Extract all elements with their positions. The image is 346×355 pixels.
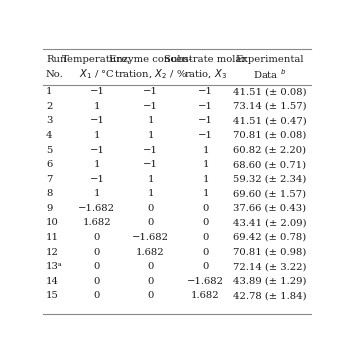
Text: 4: 4 — [46, 131, 53, 140]
Text: No.: No. — [46, 70, 64, 79]
Text: 73.14 (± 1.57): 73.14 (± 1.57) — [233, 102, 307, 111]
Text: −1: −1 — [143, 146, 158, 154]
Text: 69.42 (± 0.78): 69.42 (± 0.78) — [233, 233, 307, 242]
Text: 0: 0 — [147, 218, 154, 228]
Text: −1: −1 — [143, 87, 158, 96]
Text: 1: 1 — [94, 160, 100, 169]
Text: 37.66 (± 0.43): 37.66 (± 0.43) — [233, 204, 307, 213]
Text: 3: 3 — [46, 116, 52, 125]
Text: 42.78 (± 1.84): 42.78 (± 1.84) — [233, 291, 307, 300]
Text: −1: −1 — [90, 146, 104, 154]
Text: 72.14 (± 3.22): 72.14 (± 3.22) — [233, 262, 307, 271]
Text: 6: 6 — [46, 160, 52, 169]
Text: 1: 1 — [147, 189, 154, 198]
Text: 1.682: 1.682 — [83, 218, 111, 228]
Text: 5: 5 — [46, 146, 52, 154]
Text: −1: −1 — [90, 87, 104, 96]
Text: 1: 1 — [94, 102, 100, 111]
Text: 0: 0 — [94, 233, 100, 242]
Text: 9: 9 — [46, 204, 52, 213]
Text: 70.81 (± 0.98): 70.81 (± 0.98) — [233, 247, 307, 257]
Text: 1: 1 — [202, 160, 209, 169]
Text: 41.51 (± 0.08): 41.51 (± 0.08) — [233, 87, 307, 96]
Text: 69.60 (± 1.57): 69.60 (± 1.57) — [233, 189, 307, 198]
Text: Substrate molar: Substrate molar — [164, 55, 247, 64]
Text: 1: 1 — [94, 189, 100, 198]
Text: Run: Run — [46, 55, 66, 64]
Text: 0: 0 — [202, 262, 209, 271]
Text: 7: 7 — [46, 175, 52, 184]
Text: 0: 0 — [202, 218, 209, 228]
Text: 13ᵃ: 13ᵃ — [46, 262, 63, 271]
Text: 14: 14 — [46, 277, 59, 286]
Text: 0: 0 — [202, 233, 209, 242]
Text: −1.682: −1.682 — [79, 204, 115, 213]
Text: 0: 0 — [94, 277, 100, 286]
Text: 12: 12 — [46, 247, 59, 257]
Text: 1: 1 — [147, 131, 154, 140]
Text: −1: −1 — [143, 102, 158, 111]
Text: tration, $X_2$ / %: tration, $X_2$ / % — [114, 67, 187, 81]
Text: 43.41 (± 2.09): 43.41 (± 2.09) — [233, 218, 307, 228]
Text: 0: 0 — [94, 247, 100, 257]
Text: 43.89 (± 1.29): 43.89 (± 1.29) — [233, 277, 307, 286]
Text: 1: 1 — [202, 175, 209, 184]
Text: 0: 0 — [147, 204, 154, 213]
Text: 1: 1 — [147, 116, 154, 125]
Text: 11: 11 — [46, 233, 59, 242]
Text: 0: 0 — [147, 262, 154, 271]
Text: −1: −1 — [90, 175, 104, 184]
Text: 0: 0 — [147, 277, 154, 286]
Text: 60.82 (± 2.20): 60.82 (± 2.20) — [233, 146, 307, 154]
Text: 10: 10 — [46, 218, 59, 228]
Text: 41.51 (± 0.47): 41.51 (± 0.47) — [233, 116, 307, 125]
Text: −1.682: −1.682 — [187, 277, 224, 286]
Text: 2: 2 — [46, 102, 52, 111]
Text: −1: −1 — [90, 116, 104, 125]
Text: 1.682: 1.682 — [136, 247, 165, 257]
Text: 59.32 (± 2.34): 59.32 (± 2.34) — [233, 175, 307, 184]
Text: ratio, $X_3$: ratio, $X_3$ — [184, 67, 227, 81]
Text: Enzyme concen-: Enzyme concen- — [109, 55, 192, 64]
Text: 1: 1 — [202, 146, 209, 154]
Text: 15: 15 — [46, 291, 59, 300]
Text: 68.60 (± 0.71): 68.60 (± 0.71) — [233, 160, 307, 169]
Text: 1: 1 — [202, 189, 209, 198]
Text: 0: 0 — [94, 291, 100, 300]
Text: −1: −1 — [198, 87, 213, 96]
Text: 0: 0 — [202, 247, 209, 257]
Text: 1: 1 — [94, 131, 100, 140]
Text: 0: 0 — [202, 204, 209, 213]
Text: 70.81 (± 0.08): 70.81 (± 0.08) — [233, 131, 307, 140]
Text: −1.682: −1.682 — [132, 233, 169, 242]
Text: −1: −1 — [198, 131, 213, 140]
Text: −1: −1 — [143, 160, 158, 169]
Text: Data $^{b}$: Data $^{b}$ — [253, 67, 286, 81]
Text: 0: 0 — [147, 291, 154, 300]
Text: 8: 8 — [46, 189, 52, 198]
Text: −1: −1 — [198, 116, 213, 125]
Text: 1.682: 1.682 — [191, 291, 220, 300]
Text: −1: −1 — [198, 102, 213, 111]
Text: Temperature,: Temperature, — [62, 55, 131, 64]
Text: $X_1$ / °C: $X_1$ / °C — [79, 67, 115, 81]
Text: 1: 1 — [46, 87, 53, 96]
Text: Experimental: Experimental — [236, 55, 304, 64]
Text: 1: 1 — [147, 175, 154, 184]
Text: 0: 0 — [94, 262, 100, 271]
